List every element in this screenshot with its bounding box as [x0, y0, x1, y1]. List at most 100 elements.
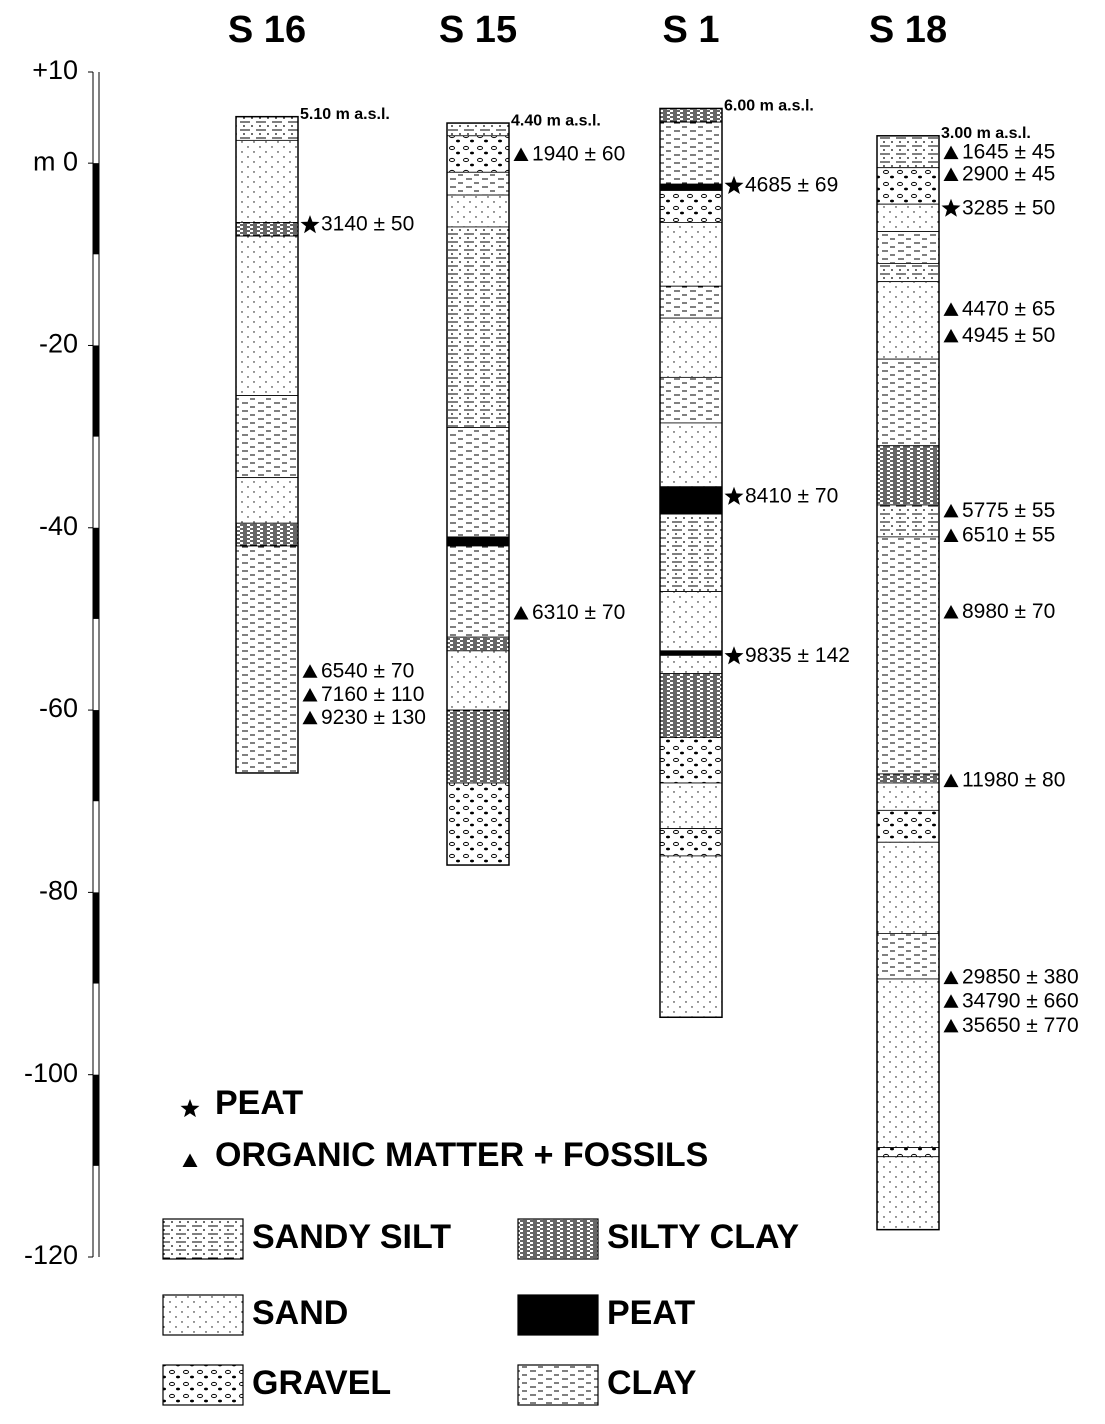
layer	[235, 545, 299, 774]
legend-label: SANDY SILT	[252, 1218, 451, 1256]
legend-swatch	[162, 1364, 244, 1406]
date-symbol	[302, 710, 318, 725]
date-symbol	[943, 994, 959, 1008]
axis-bar	[93, 527, 99, 619]
date-symbol	[943, 1018, 959, 1033]
column-outline	[446, 122, 510, 866]
layer	[659, 855, 723, 1018]
layer	[876, 809, 940, 843]
date-label: 5775 ± 55	[962, 499, 1055, 522]
legend-label: GRAVEL	[252, 1364, 391, 1402]
tick-label: -20	[39, 329, 78, 359]
layer	[876, 1156, 940, 1231]
tick-label: -60	[39, 693, 78, 723]
date-label: 4470 ± 65	[962, 297, 1055, 320]
layer	[235, 522, 299, 547]
date-label: 3140 ± 50	[321, 213, 414, 236]
layer	[876, 782, 940, 811]
layer	[446, 650, 510, 711]
layer	[446, 427, 510, 538]
layer	[876, 231, 940, 264]
tick-label: -120	[24, 1240, 78, 1270]
date-symbol	[943, 167, 959, 182]
column-title: S 15	[439, 9, 517, 51]
date-symbol	[943, 605, 959, 619]
date-label: 6540 ± 70	[321, 659, 414, 682]
layer	[876, 978, 940, 1149]
date-symbol	[724, 175, 744, 194]
legend-swatch	[517, 1218, 599, 1260]
date-label: 1645 ± 45	[962, 141, 1055, 164]
date-symbol	[943, 145, 959, 160]
layer	[659, 650, 723, 656]
layer	[446, 226, 510, 428]
date-label: 8980 ± 70	[962, 600, 1055, 623]
layer	[659, 782, 723, 829]
date-label: 11980 ± 80	[962, 769, 1065, 792]
layer	[659, 737, 723, 784]
layer	[659, 673, 723, 738]
layer	[446, 171, 510, 196]
layer	[235, 395, 299, 479]
date-label: 9230 ± 130	[321, 706, 426, 729]
layer	[659, 376, 723, 424]
date-symbol	[724, 486, 744, 505]
date-symbol	[943, 503, 959, 518]
date-label: 34790 ± 660	[962, 989, 1079, 1012]
layer	[876, 841, 940, 934]
date-symbol	[943, 528, 959, 542]
layer	[659, 654, 723, 675]
tick-label: -80	[39, 876, 78, 906]
date-label: 2900 ± 45	[962, 163, 1055, 186]
layer	[235, 139, 299, 223]
date-symbol	[941, 198, 961, 217]
elevation-label: 5.10 m a.s.l.	[300, 106, 390, 123]
layer	[659, 422, 723, 488]
column-title: S 18	[869, 9, 947, 51]
legend-label: PEAT	[607, 1294, 695, 1332]
date-label: 1940 ± 60	[532, 142, 625, 165]
axis-bar	[93, 892, 99, 984]
legend-label: PEAT	[215, 1084, 303, 1122]
column-title: S 16	[228, 9, 306, 51]
layer	[876, 504, 940, 538]
axis-bar	[93, 710, 99, 802]
layer	[446, 545, 510, 638]
layer	[446, 709, 510, 784]
layer	[446, 782, 510, 866]
legend-swatch	[162, 1218, 244, 1260]
layer	[235, 477, 299, 524]
date-symbol	[302, 664, 318, 678]
layer	[446, 135, 510, 173]
tick-label: m 0	[33, 146, 78, 176]
layer	[876, 358, 940, 447]
layer	[659, 190, 723, 223]
date-symbol	[513, 147, 529, 161]
layer	[659, 828, 723, 857]
date-label: 3285 ± 50	[962, 196, 1055, 219]
date-label: 4945 ± 50	[962, 324, 1055, 347]
layer	[659, 222, 723, 287]
layer	[446, 536, 510, 547]
layer	[876, 773, 940, 784]
date-label: 6510 ± 55	[962, 524, 1055, 547]
layer	[235, 235, 299, 396]
axis-bar	[93, 163, 99, 255]
layer	[235, 116, 299, 141]
legend-symbol	[182, 1153, 198, 1167]
layer	[876, 1147, 940, 1158]
axis-bar	[93, 1074, 99, 1166]
layer	[876, 263, 940, 283]
date-symbol	[943, 302, 959, 316]
date-symbol	[302, 687, 318, 702]
layer	[235, 222, 299, 237]
column-outline	[659, 107, 723, 1019]
layer	[659, 591, 723, 652]
layer	[446, 122, 510, 137]
column-outline	[876, 135, 940, 1231]
date-symbol	[943, 970, 959, 985]
legend-swatch	[162, 1294, 244, 1336]
layer	[876, 445, 940, 506]
